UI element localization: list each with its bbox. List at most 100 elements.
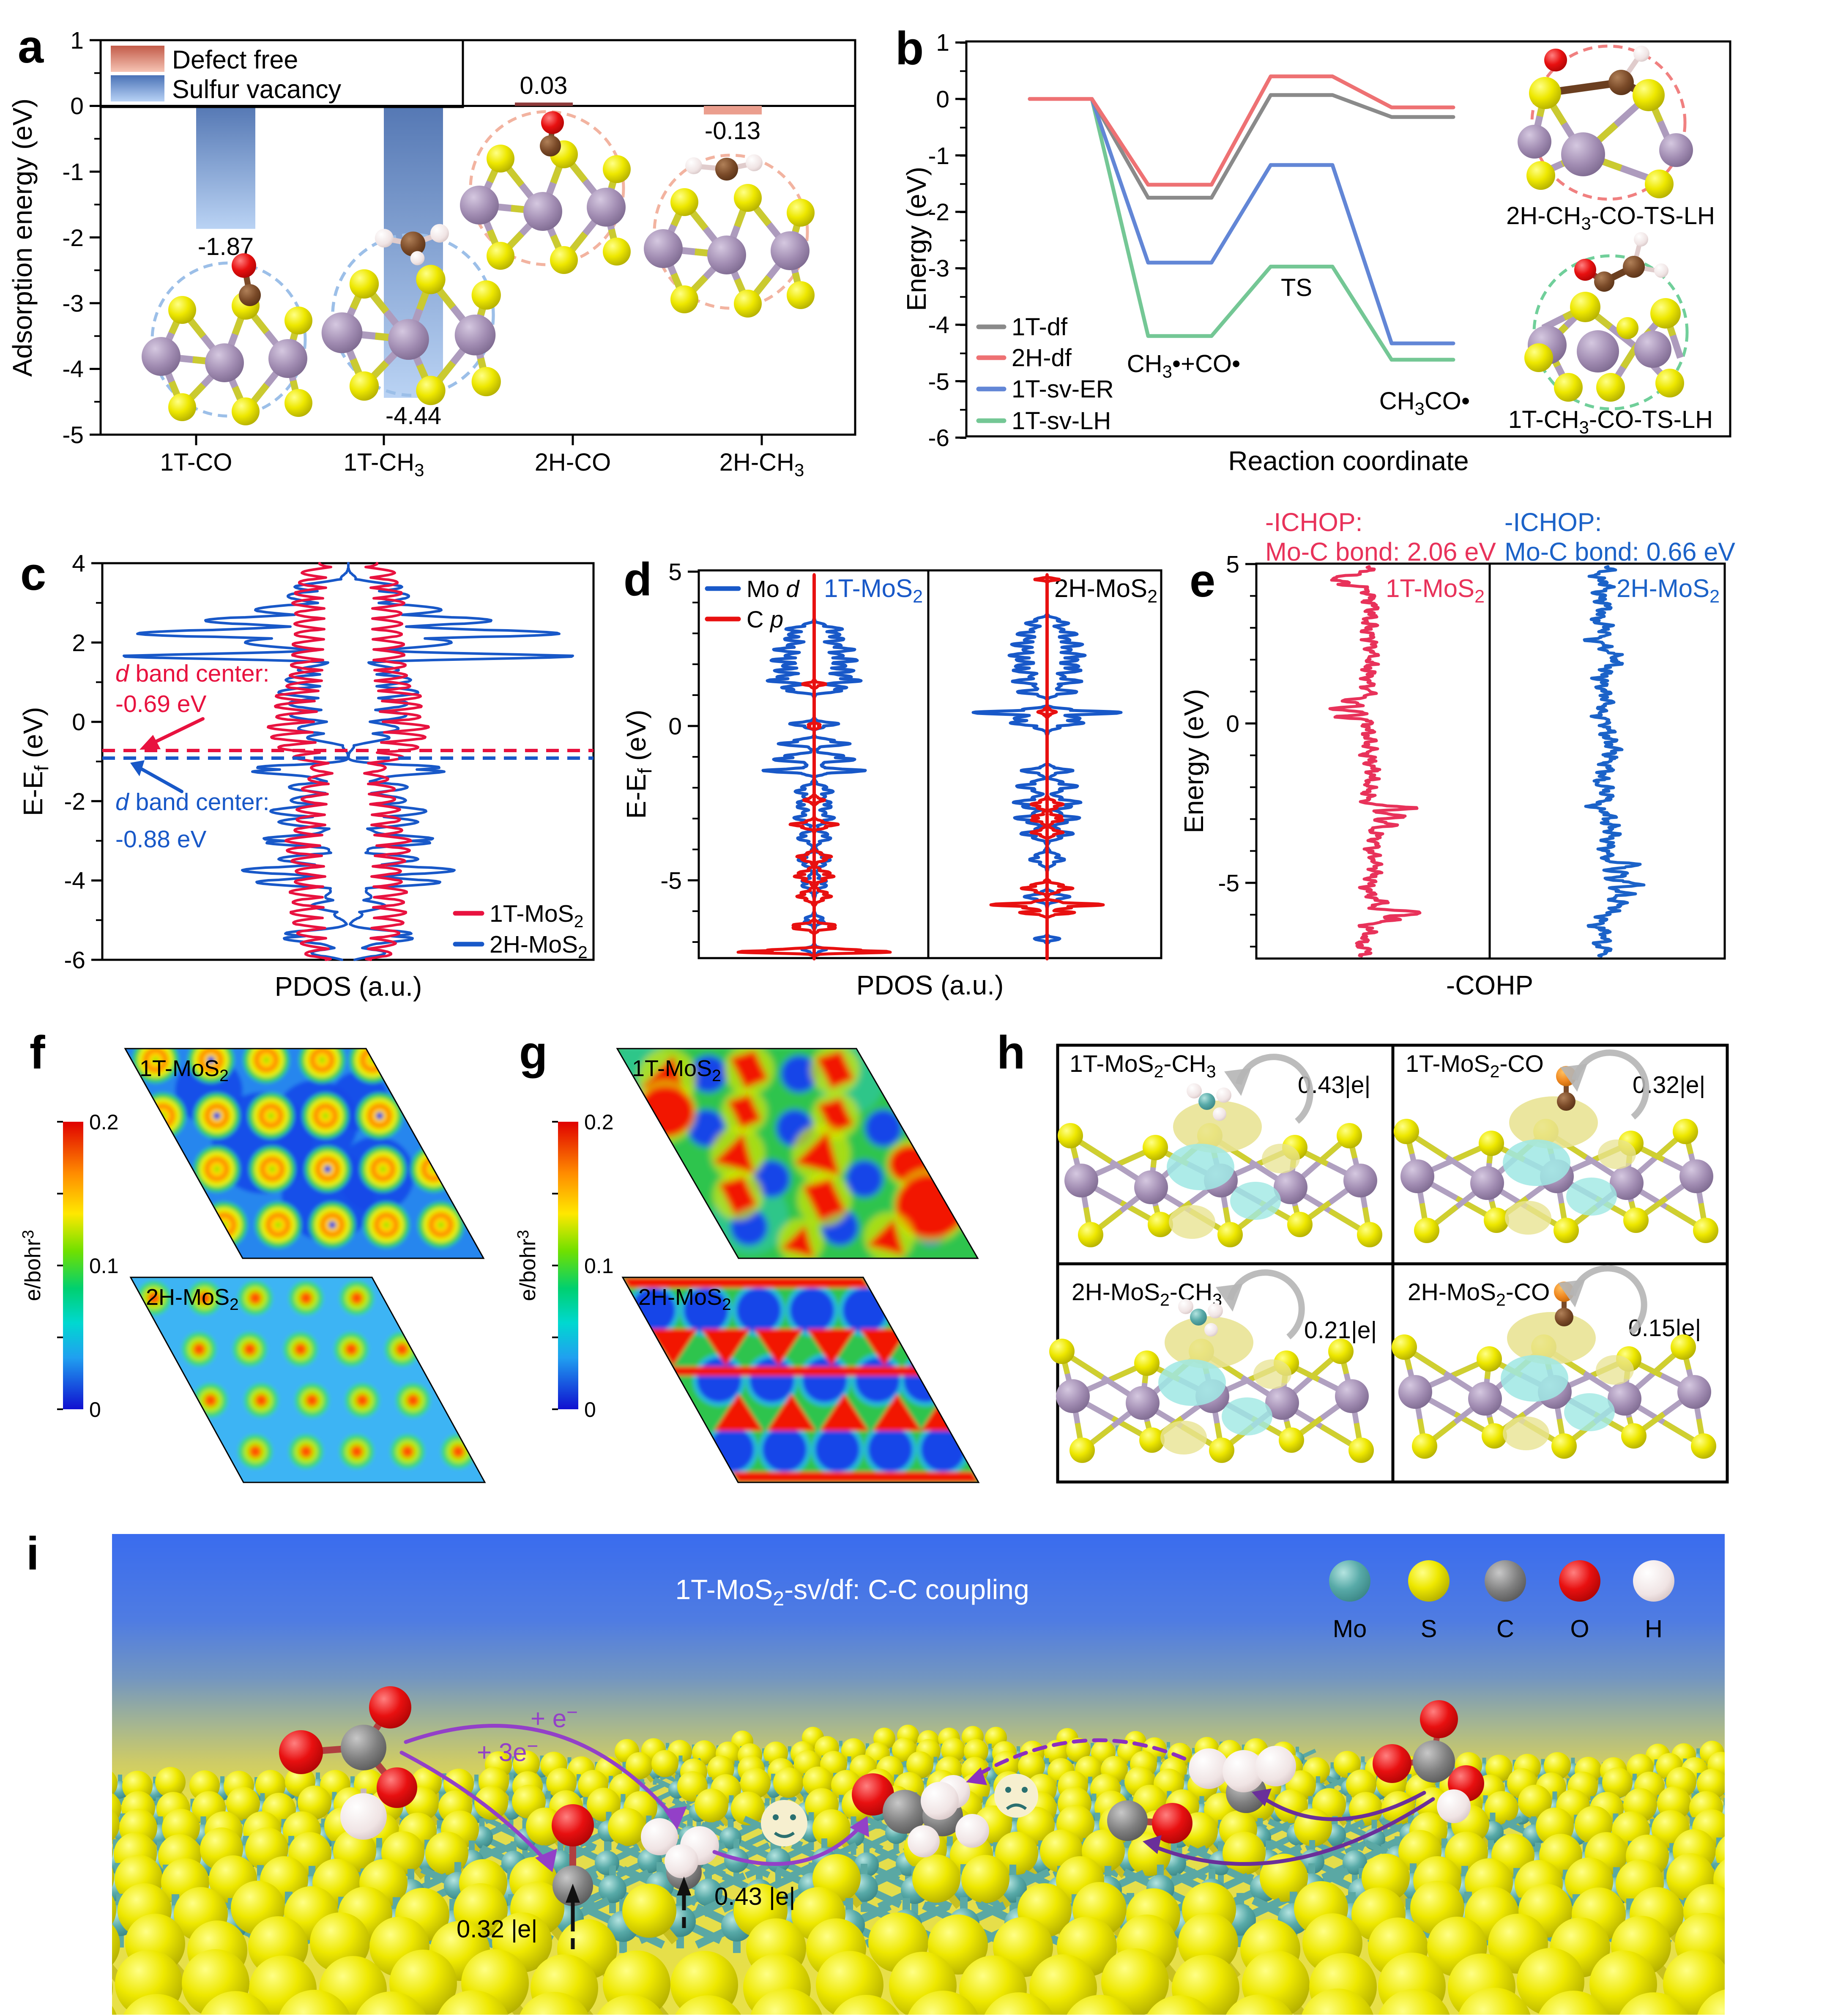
svg-text:1T-CO: 1T-CO [160, 449, 232, 476]
svg-text:1T-MoS2​: 1T-MoS2​ [139, 1056, 229, 1085]
svg-text:f: f [30, 1027, 45, 1079]
svg-text:PDOS (a.u.): PDOS (a.u.) [856, 970, 1004, 1000]
svg-text:Energy (eV): Energy (eV) [901, 167, 932, 311]
svg-text:-3: -3 [62, 290, 84, 317]
svg-text:2H-CO: 2H-CO [535, 449, 611, 476]
svg-text:0.2: 0.2 [584, 1110, 614, 1134]
svg-text:1T-MoS2​-CO: 1T-MoS2​-CO [1406, 1050, 1544, 1081]
svg-text:-0.88 eV: -0.88 eV [115, 826, 206, 853]
svg-text:-3: -3 [928, 255, 949, 282]
svg-text:-5: -5 [660, 867, 682, 894]
svg-text:0: 0 [72, 709, 85, 736]
svg-text:1T-sv-ER: 1T-sv-ER [1012, 375, 1114, 403]
svg-text:0: 0 [584, 1398, 596, 1422]
svg-text:E-Ef (eV): E-Ef (eV) [621, 709, 656, 819]
svg-text:5: 5 [1226, 551, 1239, 578]
svg-text:-COHP: -COHP [1446, 970, 1533, 1000]
svg-text:2H-MoS2​: 2H-MoS2​ [146, 1285, 239, 1314]
svg-text:1T-MoS2-sv/df: C-C coupling: 1T-MoS2-sv/df: C-C coupling [675, 1574, 1029, 1610]
svg-text:d band center:: d band center: [115, 660, 269, 687]
svg-text:-0.13: -0.13 [705, 117, 760, 145]
svg-text:-1: -1 [928, 142, 949, 170]
svg-text:5: 5 [668, 559, 682, 586]
svg-text:0: 0 [1226, 710, 1239, 737]
svg-text:a: a [18, 21, 44, 73]
svg-text:-1: -1 [62, 159, 84, 186]
svg-text:-6: -6 [928, 425, 949, 452]
svg-text:0.1: 0.1 [89, 1254, 119, 1278]
svg-text:-2: -2 [62, 225, 84, 252]
svg-text:-4: -4 [62, 356, 84, 383]
svg-text:4: 4 [72, 550, 85, 577]
svg-text:1T-sv-LH: 1T-sv-LH [1012, 407, 1111, 435]
svg-text:H: H [1645, 1615, 1663, 1643]
svg-text:-5: -5 [1218, 870, 1239, 897]
svg-text:2H-MoS2​-CH3: 2H-MoS2​-CH3 [1072, 1279, 1222, 1309]
svg-text:d: d [624, 553, 652, 605]
svg-text:0.32 |e|: 0.32 |e| [457, 1915, 537, 1943]
svg-text:1T-MoS2​: 1T-MoS2​ [490, 900, 583, 931]
svg-text:0: 0 [668, 713, 682, 740]
svg-text:e/bohr3: e/bohr3 [19, 1230, 45, 1301]
svg-text:CH3​CO•: CH3​CO• [1379, 387, 1470, 419]
svg-text:E-Ef (eV): E-Ef (eV) [18, 707, 52, 816]
svg-text:Mo-C bond: 2.06 eV: Mo-C bond: 2.06 eV [1265, 537, 1496, 566]
svg-text:-ICHOP:: -ICHOP: [1265, 508, 1362, 537]
svg-text:-5: -5 [928, 368, 949, 395]
svg-text:PDOS (a.u.): PDOS (a.u.) [275, 971, 422, 1002]
svg-text:-2: -2 [928, 199, 949, 226]
svg-text:Energy (eV): Energy (eV) [1179, 689, 1209, 833]
svg-text:0.1: 0.1 [584, 1254, 614, 1278]
svg-text:2H-MoS2​-CO: 2H-MoS2​-CO [1408, 1279, 1550, 1309]
svg-text:g: g [519, 1027, 547, 1079]
svg-text:C: C [1496, 1615, 1514, 1643]
svg-text:1T-MoS2​: 1T-MoS2​ [824, 574, 923, 607]
svg-text:1T-MoS2​: 1T-MoS2​ [632, 1056, 721, 1085]
svg-text:0: 0 [70, 93, 84, 120]
svg-text:h: h [997, 1027, 1025, 1079]
svg-text:S: S [1421, 1615, 1437, 1643]
svg-text:0: 0 [936, 86, 949, 113]
svg-text:0.03: 0.03 [520, 72, 568, 99]
svg-text:1: 1 [936, 29, 949, 56]
svg-text:2H-CH3​: 2H-CH3​ [719, 449, 804, 480]
svg-text:e: e [1190, 555, 1215, 607]
svg-text:Mo-C bond: 0.66 eV: Mo-C bond: 0.66 eV [1504, 537, 1735, 566]
svg-text:Mo: Mo [1333, 1615, 1367, 1643]
svg-text:1T-CH3​-CO-TS-LH: 1T-CH3​-CO-TS-LH [1508, 406, 1713, 437]
svg-text:0: 0 [89, 1398, 101, 1422]
svg-text:d band center:: d band center: [115, 789, 269, 816]
svg-text:2H-df: 2H-df [1012, 344, 1072, 372]
svg-text:-6: -6 [64, 947, 85, 974]
svg-text:1T-MoS2​: 1T-MoS2​ [1386, 574, 1485, 607]
svg-text:-2: -2 [64, 788, 85, 815]
svg-text:1T-CH3​: 1T-CH3​ [344, 449, 424, 480]
svg-text:2H-CH3​-CO-TS-LH: 2H-CH3​-CO-TS-LH [1506, 202, 1715, 233]
svg-text:2H-MoS2​: 2H-MoS2​ [1616, 574, 1720, 607]
svg-text:-ICHOP:: -ICHOP: [1504, 508, 1602, 537]
svg-text:0.2: 0.2 [89, 1110, 119, 1134]
svg-text:2H-MoS2​: 2H-MoS2​ [1054, 574, 1157, 607]
svg-text:1T-MoS2​-CH3: 1T-MoS2​-CH3 [1069, 1050, 1216, 1081]
svg-text:Sulfur vacancy: Sulfur vacancy [172, 75, 342, 104]
svg-text:-0.69 eV: -0.69 eV [115, 690, 206, 718]
svg-text:O: O [1570, 1615, 1589, 1643]
svg-text:C p: C p [747, 606, 783, 633]
svg-text:+ 3e−: + 3e− [477, 1735, 538, 1767]
svg-text:Mo d: Mo d [747, 575, 800, 602]
svg-text:1: 1 [70, 27, 84, 54]
svg-text:c: c [20, 548, 46, 600]
svg-text:2H-MoS2​: 2H-MoS2​ [638, 1285, 731, 1314]
svg-text:2: 2 [72, 630, 85, 657]
svg-text:i: i [26, 1528, 39, 1580]
svg-text:0.43 |e|: 0.43 |e| [714, 1883, 795, 1910]
svg-text:-5: -5 [62, 422, 84, 449]
svg-text:1T-df: 1T-df [1012, 313, 1068, 341]
svg-text:CH3​•+CO•: CH3​•+CO• [1127, 350, 1241, 381]
svg-text:-4: -4 [928, 312, 949, 339]
svg-text:Adsorption energy (eV): Adsorption energy (eV) [7, 99, 38, 377]
svg-text:e/bohr3: e/bohr3 [514, 1230, 540, 1301]
svg-text:-4.44: -4.44 [386, 402, 441, 430]
svg-text:2H-MoS2​: 2H-MoS2​ [490, 931, 588, 962]
svg-text:Reaction coordinate: Reaction coordinate [1228, 446, 1469, 476]
